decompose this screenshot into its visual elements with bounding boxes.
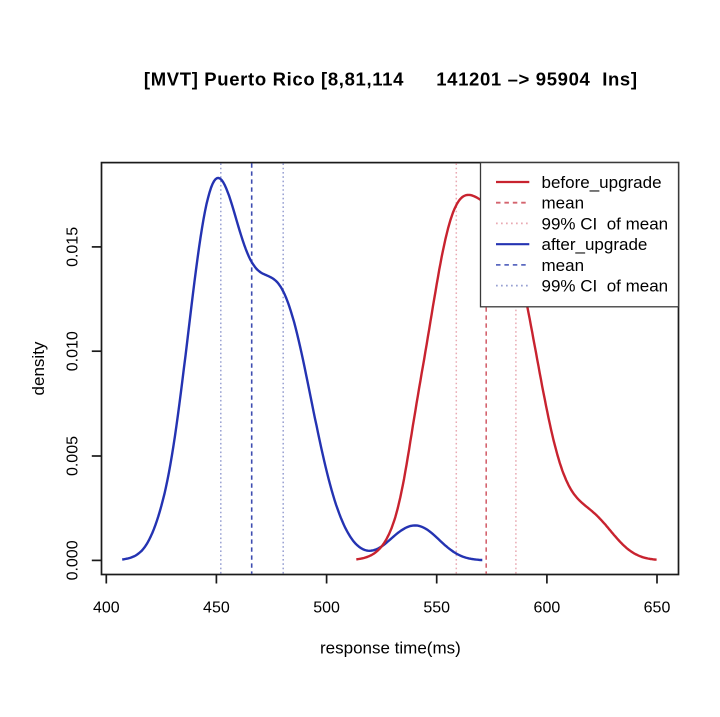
svg-text:650: 650 [644, 600, 671, 617]
svg-text:response time(ms): response time(ms) [320, 639, 461, 658]
svg-text:0.010: 0.010 [65, 331, 82, 371]
svg-text:141201 –> 95904: 141201 –> 95904 [436, 69, 590, 90]
svg-text:99% CI of mean: 99% CI of mean [542, 277, 669, 296]
svg-text:before_upgrade: before_upgrade [542, 173, 662, 192]
svg-text:600: 600 [534, 600, 561, 617]
svg-text:after_upgrade: after_upgrade [542, 235, 648, 254]
svg-text:[MVT] Puerto Rico [8,81,114: [MVT] Puerto Rico [8,81,114 [144, 69, 404, 90]
svg-text:99% CI of mean: 99% CI of mean [542, 214, 669, 233]
svg-text:0.000: 0.000 [65, 540, 82, 580]
svg-text:mean: mean [542, 256, 585, 275]
svg-text:500: 500 [313, 600, 340, 617]
svg-text:Ins]: Ins] [602, 69, 638, 90]
svg-text:400: 400 [93, 600, 120, 617]
svg-text:0.015: 0.015 [65, 227, 82, 267]
svg-text:450: 450 [203, 600, 230, 617]
svg-text:550: 550 [423, 600, 450, 617]
svg-text:mean: mean [542, 194, 585, 213]
svg-text:density: density [29, 341, 48, 395]
svg-text:0.005: 0.005 [65, 436, 82, 476]
